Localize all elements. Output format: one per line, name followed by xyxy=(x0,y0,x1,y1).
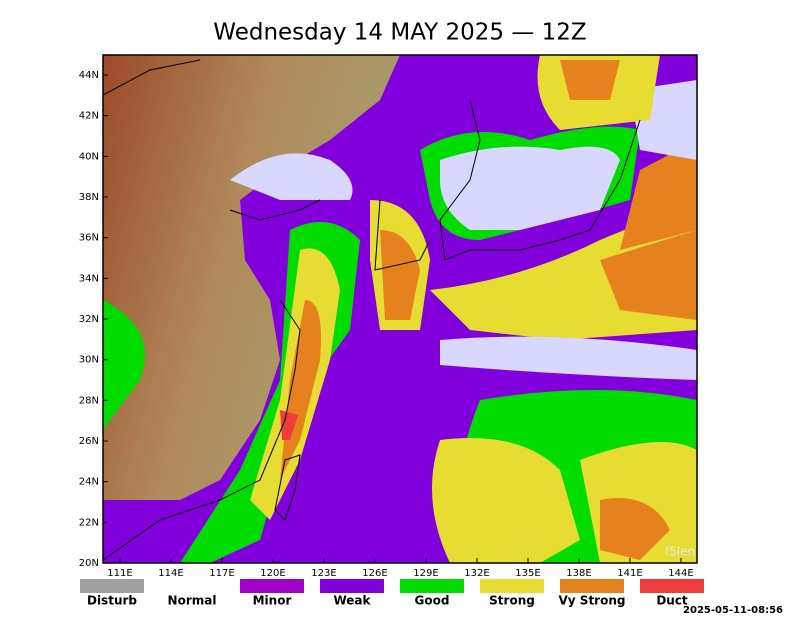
lat-label: 38N xyxy=(79,192,99,203)
legend-label: Disturb xyxy=(87,594,137,608)
timestamp: 2025-05-11-08:56 xyxy=(683,605,783,616)
lat-label: 44N xyxy=(79,70,99,81)
lat-label: 42N xyxy=(79,111,99,122)
lat-label: 32N xyxy=(79,314,99,325)
legend-swatch xyxy=(560,579,624,593)
map-field xyxy=(103,55,697,563)
legend-swatch xyxy=(320,579,384,593)
lon-label: 141E xyxy=(617,568,642,579)
axes: 44N 42N 40N 38N 36N 34N 32N 30N 28N 26N 24N 22N 20N 1… xyxy=(79,70,694,579)
lon-label: 129E xyxy=(413,568,438,579)
legend-label: Strong xyxy=(489,594,535,608)
lat-label: 24N xyxy=(79,477,99,488)
lat-label: 34N xyxy=(79,273,99,284)
lon-label: 144E xyxy=(668,568,693,579)
lon-label: 117E xyxy=(209,568,234,579)
legend: Disturb Normal Minor Weak Good Strong Vy Stron… xyxy=(80,579,704,608)
legend-swatch xyxy=(640,579,704,593)
lon-label: 111E xyxy=(107,568,132,579)
lon-label: 114E xyxy=(158,568,183,579)
legend-swatch xyxy=(400,579,464,593)
lat-label: 40N xyxy=(79,151,99,162)
lat-label: 30N xyxy=(79,355,99,366)
watermark: f5len xyxy=(665,545,695,559)
lat-label: 20N xyxy=(79,558,99,569)
lon-label: 126E xyxy=(362,568,387,579)
legend-swatch xyxy=(160,579,224,593)
lat-label: 28N xyxy=(79,395,99,406)
lon-label: 132E xyxy=(464,568,489,579)
legend-label: Vy Strong xyxy=(559,594,626,608)
lat-label: 22N xyxy=(79,517,99,528)
legend-label: Duct xyxy=(656,594,688,608)
legend-label: Good xyxy=(415,594,450,608)
legend-label: Normal xyxy=(168,594,217,608)
legend-label: Minor xyxy=(253,594,292,608)
lon-label: 120E xyxy=(260,568,285,579)
lat-label: 36N xyxy=(79,233,99,244)
lon-label: 135E xyxy=(515,568,540,579)
lon-label: 138E xyxy=(566,568,591,579)
legend-swatch xyxy=(80,579,144,593)
title: Wednesday 14 MAY 2025 — 12Z xyxy=(213,20,586,46)
legend-label: Weak xyxy=(333,594,371,608)
map-frame xyxy=(102,54,698,564)
lon-label: 123E xyxy=(311,568,336,579)
lat-label: 26N xyxy=(79,436,99,447)
legend-swatch xyxy=(240,579,304,593)
legend-swatch xyxy=(480,579,544,593)
